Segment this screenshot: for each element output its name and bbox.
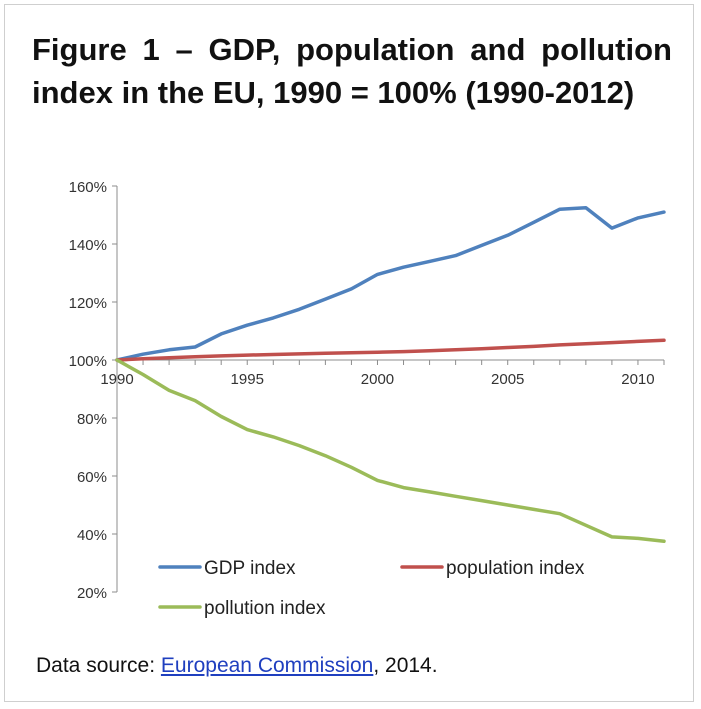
x-tick-label: 2005 [491,371,524,388]
series-line-pollution-index [115,358,666,544]
y-tick-label: 60% [77,469,107,486]
x-tick-label: 1990 [100,371,133,388]
source-link[interactable]: European Commission [160,654,374,677]
y-tick-label: 40% [77,527,107,544]
legend-label: GDP index [204,558,296,579]
legend-label: pollution index [204,598,326,619]
line-chart: 160% 140% 120% 100% 80% 60% 40% 20% 1990 1995 2000… [69,179,666,619]
data-source: Data source: European Commission, 2014. [36,654,438,678]
x-tick-label: 2010 [621,371,654,388]
series-line-GDP-index [115,206,666,362]
chart-axes: 160% 140% 120% 100% 80% 60% 40% 20% 1990 1995 2000… [69,179,665,602]
x-tick-label: 1995 [231,371,264,388]
chart-title: Figure 1 – GDP, population and pollution… [32,32,672,110]
y-tick-label: 120% [69,295,107,312]
y-tick-label: 160% [69,179,107,196]
chart-legend: GDP index population index pollution index [158,558,585,619]
source-suffix: , 2014. [373,654,438,677]
y-tick-label: 100% [69,353,107,370]
y-tick-label: 140% [69,237,107,254]
legend-label: population index [446,558,585,579]
y-tick-label: 80% [77,411,107,428]
y-tick-label: 20% [77,585,107,602]
x-tick-label: 2000 [361,371,394,388]
chart-series [115,206,666,544]
source-prefix: Data source: [36,654,161,677]
series-line-population-index [115,338,666,362]
